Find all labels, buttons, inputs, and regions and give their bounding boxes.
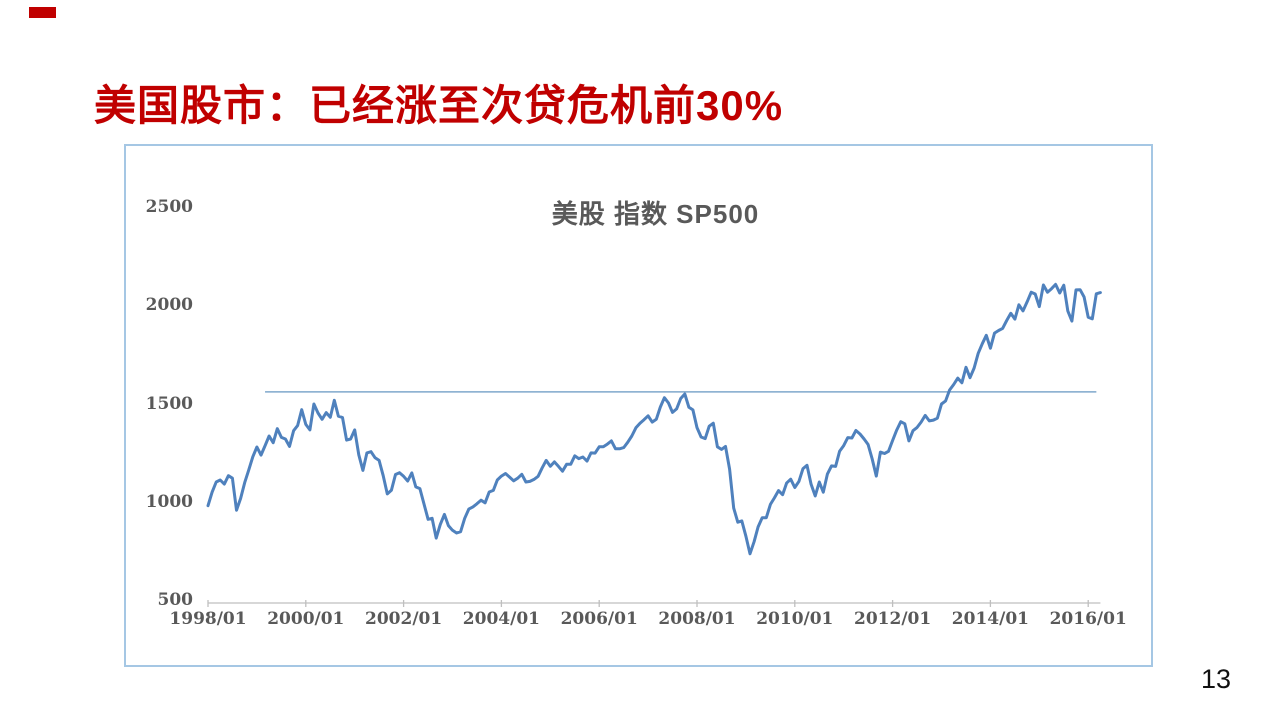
top-left-accent-block <box>29 7 56 18</box>
x-axis-label: 2014/01 <box>951 609 1029 629</box>
x-axis-label: 2006/01 <box>560 609 638 629</box>
y-axis-label: 1000 <box>145 491 193 512</box>
x-axis-label: 2010/01 <box>756 609 834 629</box>
y-axis-label: 2000 <box>145 295 193 316</box>
x-axis-label: 2012/01 <box>854 609 932 629</box>
x-axis-label: 2008/01 <box>658 609 736 629</box>
x-axis-label: 2016/01 <box>1049 609 1127 629</box>
chart-frame <box>124 144 1153 667</box>
y-axis-label: 500 <box>157 590 194 610</box>
page-number: 13 <box>1200 664 1232 694</box>
x-axis-label: 2000/01 <box>267 609 345 629</box>
x-axis-label: 2004/01 <box>462 609 540 629</box>
y-axis-label: 1500 <box>145 393 193 414</box>
y-axis-label: 2500 <box>145 197 193 218</box>
slide-title: 美国股市：已经涨至次贷危机前30% <box>94 82 784 129</box>
x-axis-label: 1998/01 <box>169 609 247 629</box>
sp500-line <box>206 282 1102 556</box>
chart-title: 美股 指数 SP500 <box>551 199 760 229</box>
x-axis-label: 2002/01 <box>365 609 443 629</box>
